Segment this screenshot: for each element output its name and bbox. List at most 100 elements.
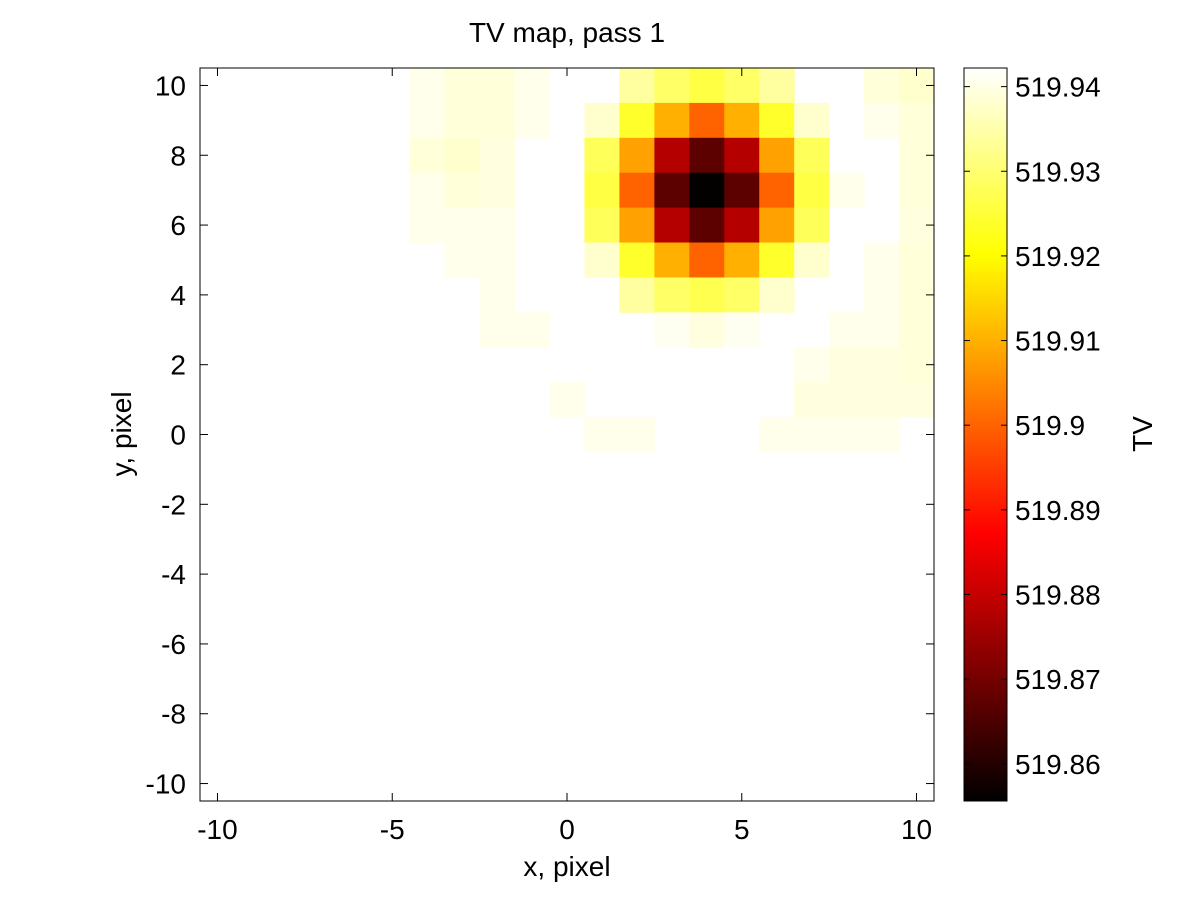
colorbar-tick-label: 519.87 — [1015, 664, 1101, 695]
heatmap-cell — [724, 102, 760, 139]
heatmap-cell — [759, 242, 795, 278]
heatmap-cell — [619, 277, 655, 313]
heatmap-cell — [619, 102, 655, 139]
x-axis-label: x, pixel — [523, 851, 610, 882]
heatmap-cell — [444, 137, 481, 174]
heatmap-cell — [794, 242, 830, 278]
heatmap-cell — [759, 172, 795, 209]
x-tick-label: 0 — [559, 814, 575, 845]
heatmap-cell — [829, 417, 865, 453]
y-tick-label: -4 — [161, 559, 186, 590]
heatmap-cell — [899, 172, 935, 209]
y-tick-label: -6 — [161, 629, 186, 660]
colorbar-tick-label: 519.9 — [1015, 410, 1085, 441]
heatmap-cell — [724, 242, 760, 278]
colorbar-tick-label: 519.86 — [1015, 749, 1101, 780]
heatmap-cell — [864, 68, 900, 104]
heatmap-cell — [689, 242, 725, 278]
y-axis-label: y, pixel — [106, 391, 137, 476]
heatmap-cell — [794, 382, 830, 418]
heatmap-cell — [864, 277, 900, 313]
y-tick-label: 0 — [170, 420, 186, 451]
heatmap-cell — [479, 312, 516, 348]
heatmap-cell — [584, 417, 620, 453]
heatmap-cell — [724, 137, 760, 174]
heatmap-cell — [899, 312, 935, 348]
heatmap-cell — [654, 312, 690, 348]
heatmap-cell — [584, 207, 620, 244]
heatmap-cell — [549, 382, 585, 418]
heatmap-cell — [444, 68, 481, 104]
heatmap-cell — [899, 242, 935, 278]
colorbar-tick-label: 519.94 — [1015, 72, 1101, 103]
heatmap-cell — [619, 417, 655, 453]
y-axis-ticks: -10 -8 -6 -4 -2 0 2 4 6 8 10 — [146, 70, 934, 800]
y-tick-label: -2 — [161, 489, 186, 520]
heatmap-cell — [689, 137, 725, 174]
heatmap-cell — [479, 102, 516, 139]
colorbar-tick-label: 519.92 — [1015, 241, 1101, 272]
heatmap-cell — [829, 312, 865, 348]
heatmap-cell — [759, 207, 795, 244]
y-tick-label: 10 — [155, 70, 186, 101]
heatmap-cell — [864, 347, 900, 383]
heatmap-cell — [689, 102, 725, 139]
chart-title: TV map, pass 1 — [469, 17, 665, 48]
x-tick-label: -10 — [197, 814, 237, 845]
heatmap-cell — [759, 102, 795, 139]
x-tick-label: 10 — [901, 814, 932, 845]
heatmap-cell — [479, 242, 516, 278]
heatmap-cell — [409, 102, 446, 139]
heatmap-cell — [864, 102, 900, 139]
heatmap-cell — [619, 137, 655, 174]
heatmap-cell — [409, 68, 446, 104]
heatmap-cell — [619, 68, 655, 104]
heatmap-cell — [409, 137, 446, 174]
heatmap-cell — [759, 137, 795, 174]
colorbar-gradient — [963, 67, 1008, 802]
heatmap-cell — [619, 207, 655, 244]
heatmap-cell — [689, 207, 725, 244]
heatmap-cell — [689, 277, 725, 313]
heatmap-cell — [654, 242, 690, 278]
heatmap-cell — [479, 277, 516, 313]
heatmap-cell — [444, 102, 481, 139]
heatmap-cell — [409, 207, 446, 244]
heatmap-cell — [899, 102, 935, 139]
y-tick-label: 4 — [170, 280, 186, 311]
heatmap-cell — [654, 137, 690, 174]
colorbar-tick-label: 519.93 — [1015, 156, 1101, 187]
heatmap-cell — [514, 68, 551, 104]
heatmap-cell — [724, 312, 760, 348]
heatmap-cell — [479, 207, 516, 244]
y-tick-label: 8 — [170, 140, 186, 171]
heatmap-cell — [479, 137, 516, 174]
heatmap-cell — [864, 242, 900, 278]
heatmap-cell — [584, 102, 620, 139]
heatmap-cell — [654, 207, 690, 244]
heatmap-cell — [759, 277, 795, 313]
heatmap-cell — [444, 172, 481, 209]
heatmap-cell — [619, 172, 655, 209]
heatmap-cell — [479, 68, 516, 104]
heatmap-cell — [654, 68, 690, 104]
heatmap-cell — [584, 242, 620, 278]
heatmap-cell — [409, 172, 446, 209]
heatmap-cell — [584, 137, 620, 174]
heatmap-cell — [794, 347, 830, 383]
heatmap-cell — [444, 207, 481, 244]
heatmap-cell — [689, 68, 725, 104]
y-tick-label: 6 — [170, 210, 186, 241]
heatmap-cell — [654, 102, 690, 139]
heatmap-cell — [689, 312, 725, 348]
heatmap-cell — [514, 312, 551, 348]
heatmap-cell — [584, 172, 620, 209]
colorbar-tick-label: 519.91 — [1015, 326, 1101, 357]
heatmap-cell — [724, 277, 760, 313]
y-tick-label: -8 — [161, 699, 186, 730]
x-tick-label: 5 — [734, 814, 750, 845]
colorbar-ticks: 519.86 519.87 519.88 519.89 519.9 519.91 519.9… — [964, 72, 1101, 780]
colorbar-tick-label: 519.89 — [1015, 495, 1101, 526]
plot-area: -10 -5 0 5 10 -10 -8 -6 -4 -2 0 2 4 6 8 10 — [146, 67, 935, 845]
